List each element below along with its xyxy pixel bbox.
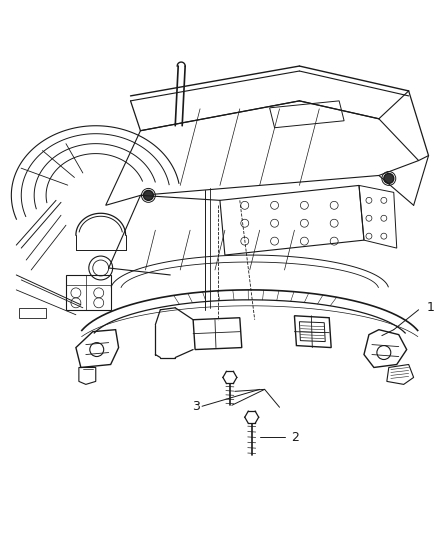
Text: 1: 1 <box>427 301 434 314</box>
Circle shape <box>384 173 394 183</box>
Text: 3: 3 <box>192 400 200 413</box>
Text: 2: 2 <box>291 431 299 443</box>
Circle shape <box>143 190 153 200</box>
